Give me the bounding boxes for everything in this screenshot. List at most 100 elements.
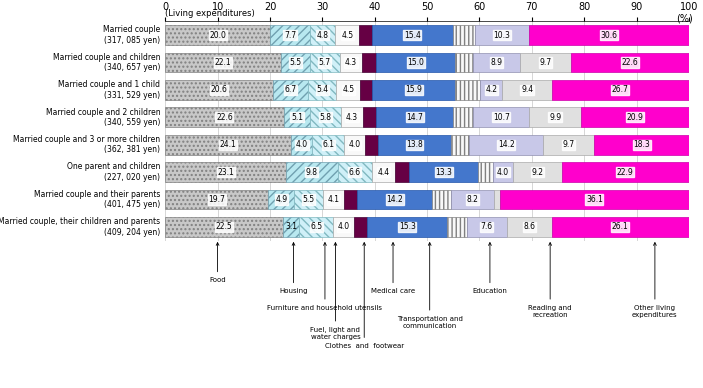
Bar (337, 80, 360, 100)
Text: Furniture and household utensils: Furniture and household utensils (267, 242, 382, 311)
Bar (493, 162, 513, 182)
Bar (473, 107, 529, 127)
Text: 18.3: 18.3 (633, 140, 650, 149)
Bar (165, 162, 286, 182)
Text: 20.9: 20.9 (626, 113, 643, 122)
Bar (310, 107, 341, 127)
Bar (500, 190, 689, 209)
Bar (165, 25, 270, 45)
Bar (503, 80, 552, 100)
Bar (480, 80, 503, 100)
Bar (378, 135, 451, 154)
Text: Fuel, light and
water charges: Fuel, light and water charges (311, 242, 361, 340)
Text: 5.5: 5.5 (302, 195, 314, 204)
Bar (529, 107, 581, 127)
Text: 14.7: 14.7 (406, 113, 423, 122)
Text: 4.1: 4.1 (328, 195, 340, 204)
Text: (Living expenditures): (Living expenditures) (165, 9, 255, 18)
Text: 22.6: 22.6 (621, 58, 638, 67)
Bar (581, 107, 689, 127)
Bar (372, 80, 456, 100)
Bar (552, 217, 689, 237)
Bar (165, 135, 292, 154)
Text: 5.7: 5.7 (318, 58, 330, 67)
Bar (366, 135, 378, 154)
Text: 4.3: 4.3 (346, 113, 358, 122)
Text: Housing: Housing (279, 242, 308, 294)
Bar (165, 190, 269, 209)
Bar (286, 162, 337, 182)
Bar (453, 25, 475, 45)
Bar (513, 162, 562, 182)
Text: 22.6: 22.6 (216, 113, 233, 122)
Text: 6.1: 6.1 (323, 140, 335, 149)
Bar (432, 190, 451, 209)
Bar (594, 135, 689, 154)
Bar (372, 162, 395, 182)
Text: 13.3: 13.3 (435, 168, 452, 177)
Bar (363, 107, 376, 127)
Text: 20.0: 20.0 (209, 31, 226, 40)
Text: Education: Education (472, 242, 508, 294)
Text: 22.9: 22.9 (617, 168, 633, 177)
Bar (310, 25, 335, 45)
Text: Other living
expenditures: Other living expenditures (632, 242, 678, 318)
Bar (360, 80, 372, 100)
Bar (529, 25, 689, 45)
Bar (451, 190, 494, 209)
Text: Medical care: Medical care (371, 242, 415, 294)
Bar (362, 53, 376, 72)
Text: 6.7: 6.7 (285, 85, 297, 94)
Bar (341, 107, 363, 127)
Text: 15.9: 15.9 (406, 85, 423, 94)
Bar (273, 80, 308, 100)
Bar (165, 80, 273, 100)
Text: 14.2: 14.2 (498, 140, 515, 149)
Text: 5.4: 5.4 (316, 85, 328, 94)
Text: 5.1: 5.1 (291, 113, 303, 122)
Bar (455, 53, 473, 72)
Text: 5.5: 5.5 (290, 58, 302, 67)
Bar (408, 162, 479, 182)
Text: 5.8: 5.8 (319, 113, 332, 122)
Bar (299, 217, 333, 237)
Bar (456, 80, 480, 100)
Text: 9.7: 9.7 (562, 140, 575, 149)
Text: 9.2: 9.2 (531, 168, 543, 177)
Bar (340, 53, 362, 72)
Text: 4.0: 4.0 (349, 140, 361, 149)
Text: Food: Food (209, 242, 226, 283)
Bar (323, 190, 344, 209)
Text: 15.0: 15.0 (407, 58, 424, 67)
Text: 15.4: 15.4 (404, 31, 421, 40)
Bar (165, 53, 281, 72)
Bar (165, 107, 283, 127)
Bar (312, 135, 344, 154)
Bar (507, 217, 552, 237)
Bar (335, 25, 359, 45)
Bar (359, 25, 372, 45)
Text: 13.8: 13.8 (406, 140, 423, 149)
Bar (453, 107, 473, 127)
Text: 8.2: 8.2 (466, 195, 478, 204)
Text: 36.1: 36.1 (586, 195, 603, 204)
Text: 22.1: 22.1 (214, 58, 231, 67)
Text: 4.5: 4.5 (342, 85, 354, 94)
Bar (494, 190, 500, 209)
Text: Reading and
recreation: Reading and recreation (529, 242, 572, 318)
Bar (552, 80, 689, 100)
Text: 3.1: 3.1 (285, 222, 297, 231)
Text: 22.5: 22.5 (216, 222, 233, 231)
Bar (165, 217, 283, 237)
Bar (310, 53, 340, 72)
Text: 26.7: 26.7 (612, 85, 628, 94)
Text: 7.6: 7.6 (481, 222, 493, 231)
Text: 4.0: 4.0 (497, 168, 509, 177)
Text: Clothes  and  footwear: Clothes and footwear (325, 242, 404, 349)
Text: 6.6: 6.6 (349, 168, 361, 177)
Bar (283, 217, 299, 237)
Bar (308, 80, 337, 100)
Text: 4.0: 4.0 (337, 222, 350, 231)
Text: 10.3: 10.3 (494, 31, 510, 40)
Bar (368, 217, 448, 237)
